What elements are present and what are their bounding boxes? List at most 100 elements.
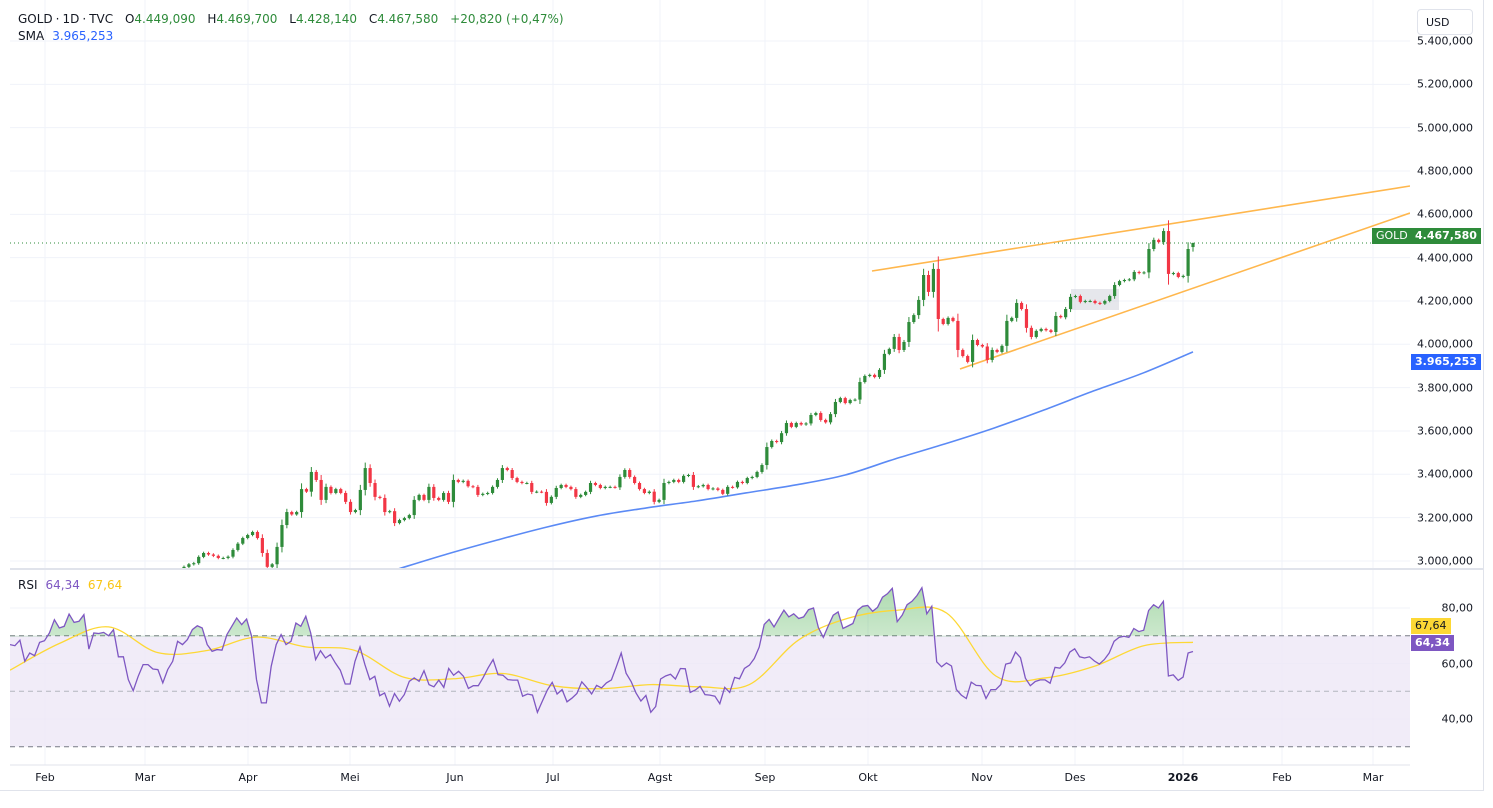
candle-body [633,476,637,484]
candle [378,495,382,500]
currency-button[interactable]: USD [1417,9,1473,35]
candle [735,480,740,489]
candle [510,468,514,481]
candle [339,487,343,495]
candle [569,485,573,491]
candle [882,349,887,374]
candle [574,487,578,499]
candle [1005,314,1009,353]
candle-body [1029,327,1033,337]
price-tick: 5.000,000 [1417,121,1473,135]
time-label: Feb [35,771,55,784]
candle-body [211,554,215,556]
candle [897,333,901,354]
candle [1171,271,1176,276]
candle-body [319,479,323,500]
candle [466,479,470,488]
candle-body [662,483,666,500]
candle-body [368,468,372,484]
candle [407,513,411,520]
sma-legend[interactable]: SMA 3.965,253 [18,29,113,43]
candle-body [760,465,764,472]
candle-body [1142,272,1146,274]
low-value: 4.428,140 [295,12,358,26]
candle-body [1127,279,1131,281]
price-tick: 3.000,000 [1417,554,1473,568]
candle-body [980,344,984,347]
candle-body [814,413,818,415]
candle [427,483,431,504]
high-value: 4.469,700 [216,12,278,26]
candle-body [828,414,833,423]
rsi-label: RSI [18,578,38,592]
candle [804,422,808,426]
candle-body [755,471,759,477]
candle [451,474,455,508]
candle [1044,327,1048,332]
candle-body [682,475,686,482]
candle-body [1166,231,1171,274]
candle-body [1186,249,1190,276]
candle [755,470,759,479]
upper-trendline[interactable] [871,185,1410,272]
candle-body [1059,315,1063,318]
candle-body [765,447,769,466]
candle [1176,271,1180,279]
candle-body [476,486,480,495]
candle-body [804,423,808,425]
candle-body [383,497,387,513]
candle-body [373,483,377,497]
candle-body [696,486,700,488]
candle [1029,325,1033,340]
candle [290,510,294,516]
candle-body [363,468,367,490]
candle [476,484,480,497]
candle [814,411,818,417]
candle-body [1137,271,1141,274]
candle-body [1019,302,1024,310]
candle-body [701,484,705,487]
candle-body [726,486,730,494]
candle [1039,327,1043,333]
candle-body [848,400,852,404]
symbol-badge: GOLD [1372,228,1412,244]
lower-trendline[interactable] [959,212,1410,370]
candle [1142,271,1146,275]
candle-body [799,422,803,425]
candle [956,313,960,358]
candle-body [936,268,940,319]
price-tick: 4.600,000 [1417,207,1473,221]
candle-body [706,484,710,490]
candle [525,481,529,485]
candle-body [539,491,544,493]
candle-body [544,491,549,503]
price-tick: 4.400,000 [1417,251,1473,265]
symbol-legend[interactable]: GOLD · 1D · TVC O4.449,090 H4.469,700 L4.428… [18,12,564,26]
candle [887,347,891,356]
candle-body [574,489,578,497]
candle-body [525,483,529,485]
candle [848,398,852,405]
candle-body [515,478,519,482]
candle-body [794,422,798,427]
candle-body [471,486,475,488]
candle-body [975,340,980,345]
candle-body [853,399,857,401]
candle [922,268,926,307]
candle-body [197,556,201,564]
candle-body [1157,239,1161,243]
highlight-rectangle[interactable] [1071,289,1119,310]
candle [206,551,211,556]
time-label: Mei [340,771,360,784]
candle [770,439,774,449]
candle [931,263,936,298]
candle [422,493,426,502]
candle [412,496,416,519]
candle-body [481,493,485,495]
candle-body [730,486,735,488]
rsi-legend[interactable]: RSI 64,34 67,64 [18,578,122,592]
separator: · [55,12,60,26]
candle [309,467,313,497]
candle [917,296,921,319]
